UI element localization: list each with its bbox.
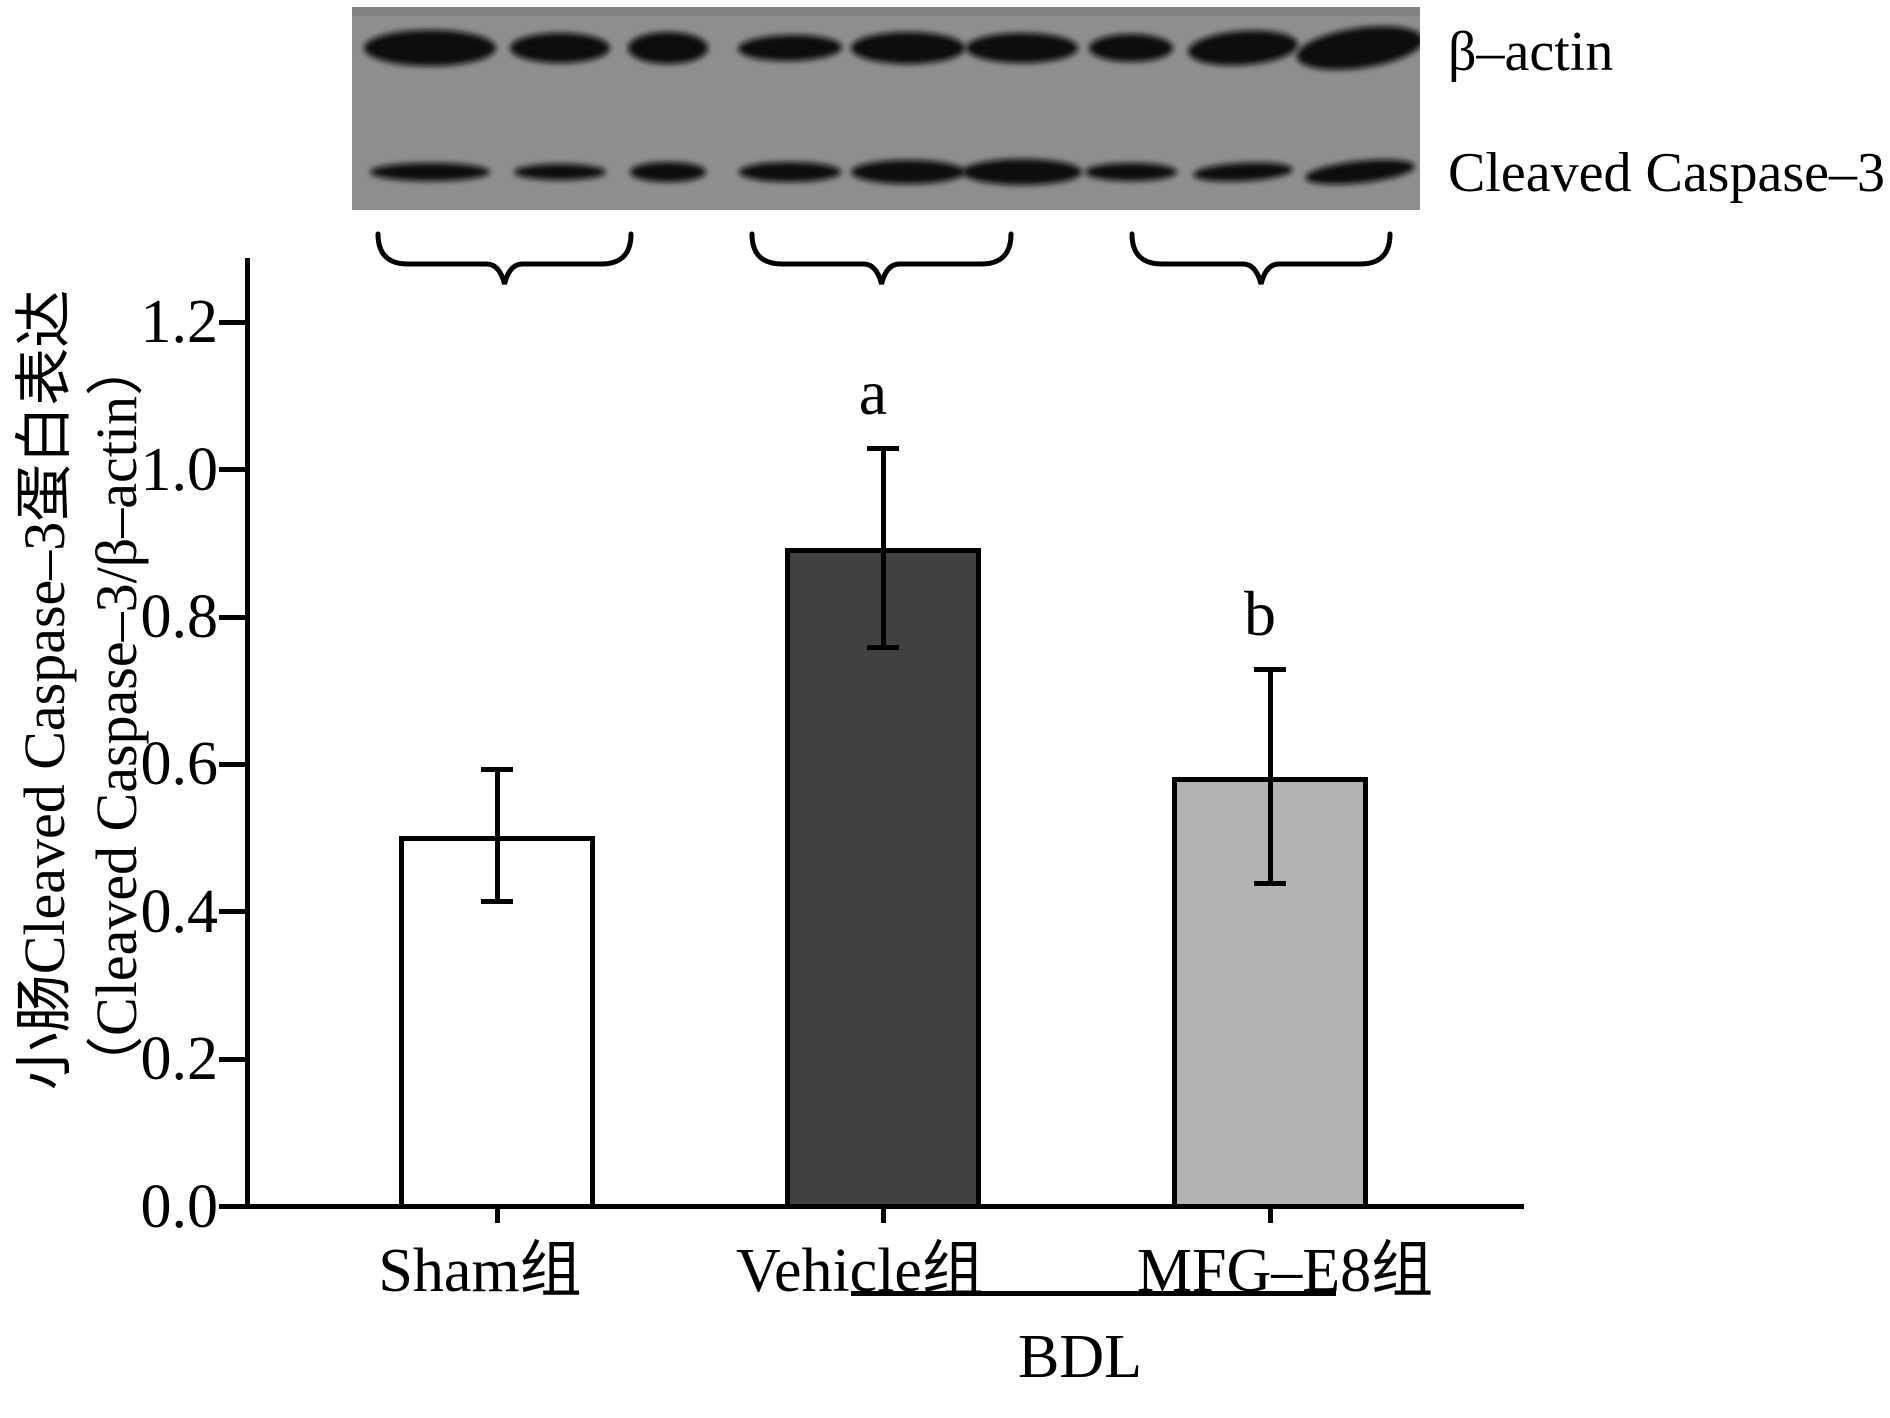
- blot-band-cleaved-caspase-3: [1085, 163, 1177, 181]
- y-tick-label: 0.2: [140, 1025, 219, 1094]
- y-tick-mark: [219, 1204, 247, 1209]
- bar-Vehicle组: [785, 548, 981, 1209]
- blot-band-cleaved-caspase-3: [1193, 162, 1293, 182]
- y-axis-line: [245, 258, 250, 1209]
- blot-band-beta-actin: [1188, 30, 1298, 66]
- y-tick-mark: [219, 319, 247, 325]
- y-tick-mark: [219, 1056, 247, 1062]
- blot-band-cleaved-caspase-3: [962, 159, 1082, 185]
- y-tick-mark: [219, 614, 247, 620]
- cleaved-caspase-3-label: Cleaved Caspase–3: [1448, 142, 1885, 204]
- error-bar-line: [1267, 669, 1273, 884]
- y-tick-mark: [219, 761, 247, 767]
- blot-band-beta-actin: [364, 30, 496, 66]
- blot-band-beta-actin: [510, 33, 610, 63]
- blot-band-beta-actin: [1089, 34, 1173, 62]
- blot-band-beta-actin: [851, 32, 965, 64]
- error-bar-cap: [1254, 881, 1286, 887]
- bdl-group-line: [851, 1291, 1336, 1296]
- error-bar-cap: [867, 446, 899, 452]
- error-bar-cap: [481, 766, 513, 772]
- blot-band-cleaved-caspase-3: [739, 162, 841, 182]
- x-tick-mark: [880, 1209, 886, 1223]
- blot-band-beta-actin: [628, 32, 708, 64]
- blot-band-cleaved-caspase-3: [630, 162, 706, 182]
- blot-band-beta-actin: [738, 34, 842, 62]
- blot-band-cleaved-caspase-3: [370, 163, 490, 181]
- y-axis-title-line1: 小肠Cleaved Caspase–3蛋白表达: [12, 289, 77, 1091]
- y-tick-mark: [219, 909, 247, 915]
- y-tick-mark: [219, 467, 247, 473]
- bdl-group-label: BDL: [1018, 1323, 1142, 1391]
- lane-group-brace-Vehicle组: [749, 231, 1014, 285]
- blot-band-beta-actin: [1296, 26, 1420, 70]
- significance-letter-b: b: [1244, 577, 1276, 649]
- y-tick-label: 1.0: [140, 435, 219, 504]
- x-axis-label-Sham组: Sham组: [378, 1237, 582, 1305]
- y-tick-label: 1.2: [140, 288, 219, 357]
- blot-band-beta-actin: [966, 33, 1078, 63]
- lane-group-brace-Sham组: [375, 231, 634, 285]
- blot-band-cleaved-caspase-3: [514, 164, 606, 180]
- y-tick-label: 0.6: [140, 730, 219, 799]
- x-tick-mark: [494, 1209, 500, 1223]
- significance-letter-a: a: [858, 356, 888, 428]
- beta-actin-label: β–actin: [1448, 21, 1614, 83]
- blot-band-cleaved-caspase-3: [1305, 159, 1415, 185]
- y-tick-label: 0.8: [140, 583, 219, 652]
- error-bar-line: [494, 769, 500, 902]
- lane-group-brace-MFG–E8组: [1129, 231, 1393, 285]
- x-tick-mark: [1267, 1209, 1273, 1223]
- error-bar-line: [880, 448, 886, 648]
- y-tick-label: 0.0: [140, 1172, 219, 1241]
- y-tick-label: 0.4: [140, 877, 219, 946]
- error-bar-cap: [481, 899, 513, 905]
- blot-band-cleaved-caspase-3: [851, 160, 965, 184]
- error-bar-cap: [1254, 667, 1286, 673]
- western-blot-image: [352, 7, 1420, 210]
- error-bar-cap: [867, 645, 899, 651]
